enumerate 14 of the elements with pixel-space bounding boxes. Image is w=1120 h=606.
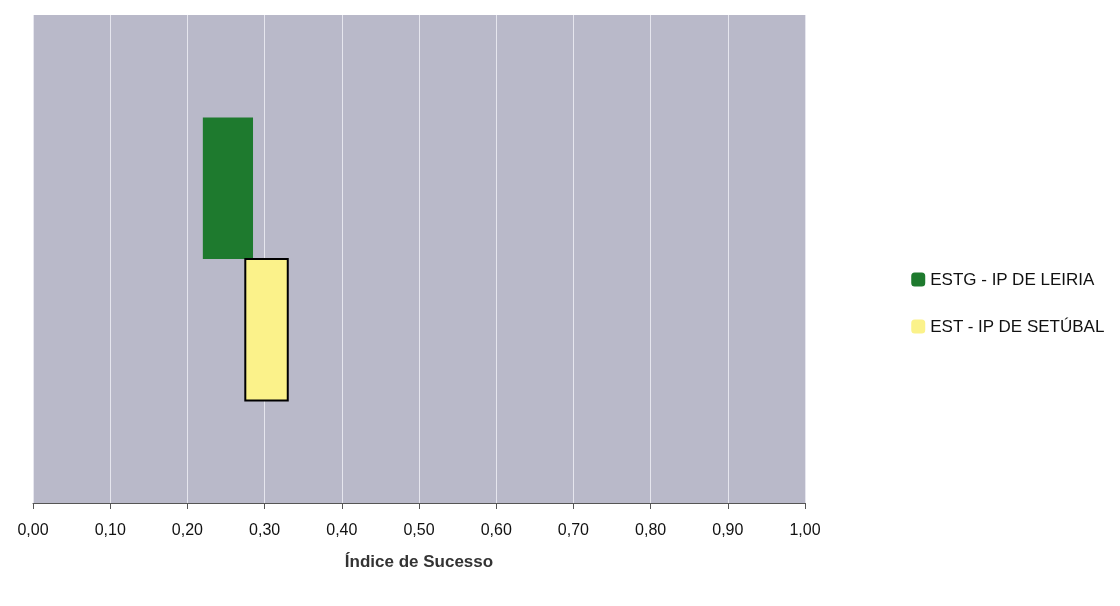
legend-label: ESTG - IP DE LEIRIA xyxy=(930,270,1095,289)
x-tick-label: 0,40 xyxy=(326,520,358,538)
x-tick-label: 0,00 xyxy=(17,520,49,538)
x-tick-label: 0,70 xyxy=(557,520,590,538)
x-tick-label: 0,10 xyxy=(94,520,126,538)
x-tick-label: 0,20 xyxy=(171,520,204,538)
x-tick-label: 0,50 xyxy=(403,520,435,538)
x-tick-label: 0,90 xyxy=(712,520,744,538)
x-tick-label: 1,00 xyxy=(789,520,821,538)
legend-label: EST - IP DE SETÚBAL xyxy=(930,317,1105,336)
x-axis-title: Índice de Sucesso xyxy=(344,552,494,571)
x-tick-label: 0,60 xyxy=(480,520,512,538)
x-tick-label: 0,30 xyxy=(249,520,281,538)
x-tick-label: 0,80 xyxy=(635,520,667,538)
